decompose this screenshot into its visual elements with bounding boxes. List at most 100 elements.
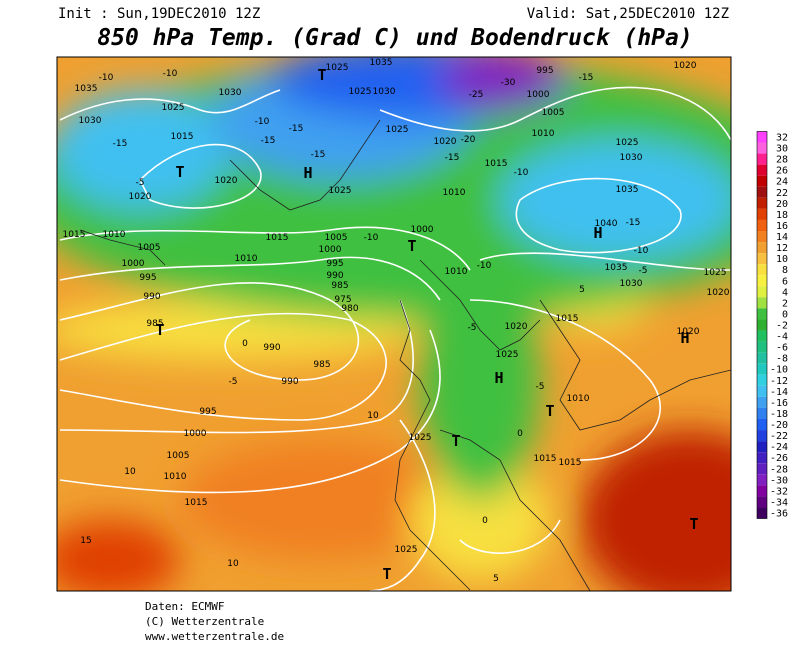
contour-label: 990 — [263, 343, 280, 353]
colorbar-swatch — [757, 385, 767, 397]
contour-label: 1035 — [75, 84, 98, 94]
contour-label: 1025 — [329, 186, 352, 196]
colorbar-swatch — [757, 219, 767, 231]
contour-label: 1015 — [171, 132, 194, 142]
contour-label: 1025 — [326, 63, 349, 73]
contour-label: 5 — [493, 574, 499, 584]
contour-label: 15 — [80, 536, 91, 546]
colorbar-swatch — [757, 419, 767, 431]
pressure-center: T — [407, 237, 416, 255]
pressure-center: T — [175, 163, 184, 181]
map-frame — [56, 56, 732, 592]
contour-label: 1015 — [556, 314, 579, 324]
colorbar-label: -30 — [770, 475, 788, 486]
contour-label: 1000 — [527, 90, 550, 100]
colorbar-label: -16 — [770, 398, 788, 409]
colorbar-swatch — [757, 352, 767, 364]
contour-label: -5 — [229, 377, 238, 387]
colorbar-swatch — [757, 142, 767, 154]
pressure-center: H — [680, 329, 689, 347]
contour-label: 1005 — [325, 233, 348, 243]
contour-label: 1005 — [542, 108, 565, 118]
contour-label: 1000 — [122, 259, 145, 269]
contour-label: 0 — [482, 516, 488, 526]
coastlines — [79, 119, 731, 591]
footer-url: www.wetterzentrale.de — [145, 630, 284, 643]
colorbar-label: 30 — [776, 144, 788, 155]
colorbar-label: 16 — [776, 221, 788, 232]
contour-label: -5 — [136, 178, 145, 188]
contour-label: 995 — [199, 407, 216, 417]
colorbar-swatch — [757, 507, 767, 519]
contour-label: 1010 — [443, 188, 466, 198]
contour-label: -30 — [501, 78, 516, 88]
contour-label: 1015 — [534, 454, 557, 464]
contour-label: 985 — [331, 281, 348, 291]
footer-copyright: (C) Wetterzentrale — [145, 615, 264, 628]
colorbar-swatch — [757, 308, 767, 320]
colorbar-swatch — [757, 463, 767, 475]
contour-label: 10 — [227, 559, 239, 569]
colorbar: 32302826242220181614121086420-2-4-6-8-10… — [756, 131, 788, 520]
contour-label: 1005 — [138, 243, 161, 253]
contour-label: 995 — [139, 273, 156, 283]
contour-label: 1020 — [674, 61, 697, 71]
contour-label: 1025 — [395, 545, 418, 555]
colorbar-label: -18 — [770, 409, 788, 420]
contour-label: 1000 — [411, 225, 434, 235]
colorbar-label: 2 — [782, 298, 788, 309]
contour-label: -10 — [163, 69, 178, 79]
contour-label: -15 — [445, 153, 460, 163]
contour-label: 980 — [341, 304, 358, 314]
colorbar-swatch — [757, 153, 767, 165]
isobars — [59, 86, 731, 591]
contour-label: 1015 — [266, 233, 289, 243]
contour-label: 1025 — [616, 138, 639, 148]
pressure-center: H — [303, 164, 312, 182]
colorbar-label: 10 — [776, 254, 788, 265]
contour-label: -10 — [99, 73, 114, 83]
contour-label: 1020 — [505, 322, 528, 332]
contour-label: 1025 — [496, 350, 519, 360]
contour-label: 1025 — [409, 433, 432, 443]
colorbar-label: -8 — [776, 354, 788, 365]
contour-label: 1025 — [162, 103, 185, 113]
colorbar-swatch — [757, 264, 767, 276]
colorbar-label: 0 — [782, 309, 788, 320]
colorbar-swatch — [757, 363, 767, 375]
colorbar-label: 22 — [776, 188, 788, 199]
colorbar-label: -22 — [770, 431, 788, 442]
colorbar-swatch — [757, 208, 767, 220]
contour-label: -15 — [261, 136, 276, 146]
colorbar-label: -6 — [776, 343, 788, 354]
contour-label: -10 — [364, 233, 379, 243]
colorbar-label: -20 — [770, 420, 788, 431]
contour-label: 1030 — [620, 279, 643, 289]
contour-label: 995 — [536, 66, 553, 76]
footer-source: Daten: ECMWF — [145, 600, 224, 613]
contour-label: 1020 — [707, 288, 730, 298]
colorbar-label: 12 — [776, 243, 788, 254]
contour-label: -15 — [579, 73, 594, 83]
colorbar-swatch — [757, 474, 767, 486]
colorbar-label: -2 — [776, 321, 788, 332]
colorbar-label: -4 — [776, 332, 788, 343]
colorbar-label: -12 — [770, 376, 788, 387]
colorbar-swatch — [757, 242, 767, 254]
colorbar-swatch — [757, 374, 767, 386]
contour-label: 1000 — [184, 429, 207, 439]
colorbar-label: -32 — [770, 486, 788, 497]
contour-label: -10 — [514, 168, 529, 178]
colorbar-swatch — [757, 231, 767, 243]
colorbar-swatch — [757, 496, 767, 508]
contour-label: 0 — [517, 429, 523, 439]
contour-label: 1035 — [605, 263, 628, 273]
contour-label: -10 — [477, 261, 492, 271]
contour-label: 1010 — [164, 472, 187, 482]
contour-label: 1010 — [103, 230, 126, 240]
contour-label: 0 — [242, 339, 248, 349]
contour-label: -15 — [311, 150, 326, 160]
